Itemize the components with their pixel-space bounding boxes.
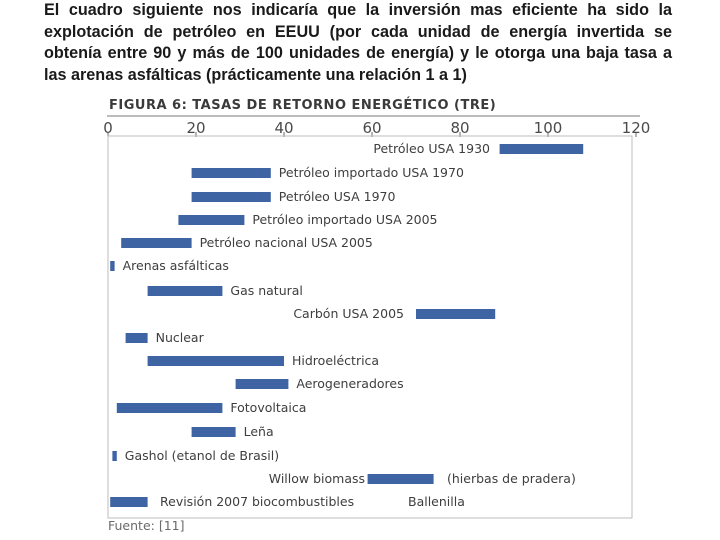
bar [191, 192, 271, 202]
bar [125, 333, 148, 343]
bar-labels: Petróleo USA 1930 Petróleo importado USA … [123, 141, 576, 509]
bar [121, 238, 192, 248]
bar [116, 403, 223, 413]
bar-label: Leña [244, 424, 274, 439]
bar-label: Petróleo USA 1930 [373, 141, 490, 156]
bar-label: Revisión 2007 biocombustibles [160, 494, 354, 509]
bar [499, 144, 584, 154]
bar-label: Hidroeléctrica [292, 353, 379, 368]
bar-label: Petróleo importado USA 1970 [279, 165, 464, 180]
bar-label: Arenas asfálticas [123, 258, 229, 273]
bar [191, 427, 236, 437]
bar [367, 474, 434, 484]
bar [110, 261, 115, 271]
bar-label: Gas natural [230, 283, 303, 298]
plot-frame [107, 135, 633, 519]
bar [147, 356, 284, 366]
bar-label: Carbón USA 2005 [293, 306, 404, 321]
bar [178, 215, 245, 225]
bar [191, 168, 271, 178]
x-tick-label: 120 [622, 119, 651, 137]
bar [110, 497, 148, 507]
bar [112, 451, 117, 461]
x-tick-label: 40 [274, 119, 293, 137]
bar-label: Aerogeneradores [296, 376, 403, 391]
bar-label: Petróleo nacional USA 2005 [200, 235, 373, 250]
x-tick-label: 0 [103, 119, 113, 137]
bar-label: Petróleo importado USA 2005 [252, 212, 437, 227]
bar [147, 286, 223, 296]
bar-label: (hierbas de pradera) [447, 471, 576, 486]
bar-label: Willow biomass [269, 471, 365, 486]
bar-label: Ballenilla [408, 494, 465, 509]
bars [110, 144, 584, 507]
chart-title: FIGURA 6: TASAS DE RETORNO ENERGÉTICO (T… [109, 97, 496, 113]
bar [235, 379, 289, 389]
intro-paragraph: El cuadro siguiente nos indicaría que la… [44, 1, 672, 84]
bar-label: Petróleo USA 1970 [279, 189, 396, 204]
bar-label: Fotovoltaica [230, 400, 306, 415]
chart-source: Fuente: [11] [108, 518, 184, 533]
x-tick-label: 60 [362, 119, 381, 137]
x-tick-label: 20 [186, 119, 205, 137]
bar-label: Gashol (etanol de Brasil) [125, 448, 279, 463]
bar-label: Nuclear [156, 330, 205, 345]
x-axis-ticks: 0 20 40 60 80 100 120 [103, 119, 650, 137]
bar [416, 309, 496, 319]
x-tick-label: 80 [450, 119, 469, 137]
x-tick-label: 100 [534, 119, 563, 137]
